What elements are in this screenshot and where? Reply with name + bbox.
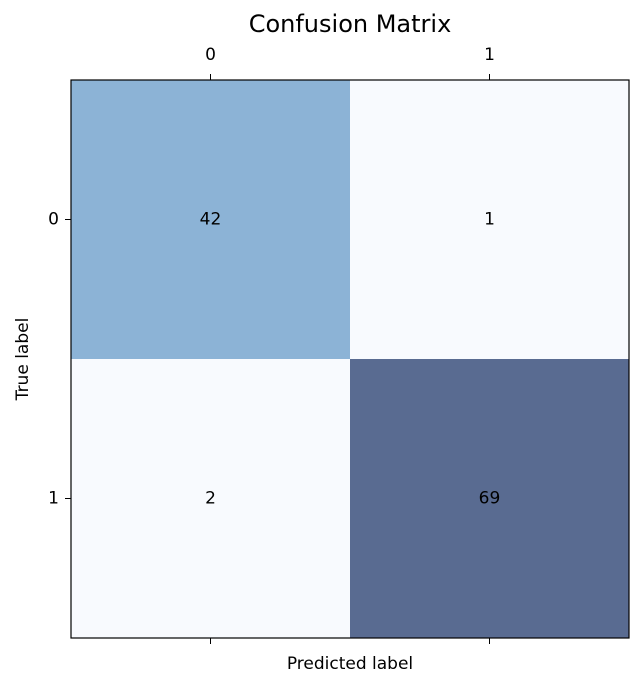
cell-value-label-1-1: 69 xyxy=(479,489,501,509)
cell-value-label-0-0: 42 xyxy=(200,210,222,230)
cell-value-label-1-0: 2 xyxy=(205,489,216,509)
x-tick-label-0: 0 xyxy=(205,45,216,65)
cell-value-label-0-1: 1 xyxy=(484,210,495,230)
heatmap-cell-labels: 42 1 2 69 xyxy=(200,210,501,509)
heatmap-cell-1-1 xyxy=(350,359,629,638)
y-tick-label-0: 0 xyxy=(48,210,59,230)
axis-ticks: 0 1 0 1 xyxy=(48,45,495,644)
heatmap-cell-1-0 xyxy=(71,359,350,638)
plot-frame xyxy=(70,79,630,639)
heatmap-cell-0-0 xyxy=(71,80,350,359)
heatmap-cell-0-1 xyxy=(350,80,629,359)
x-tick-label-1: 1 xyxy=(484,45,495,65)
heatmap-cells xyxy=(71,80,629,638)
x-axis-label: Predicted label xyxy=(287,654,413,674)
y-axis-label: True label xyxy=(13,318,33,402)
chart-title: Confusion Matrix xyxy=(249,10,452,38)
y-tick-label-1: 1 xyxy=(48,489,59,509)
